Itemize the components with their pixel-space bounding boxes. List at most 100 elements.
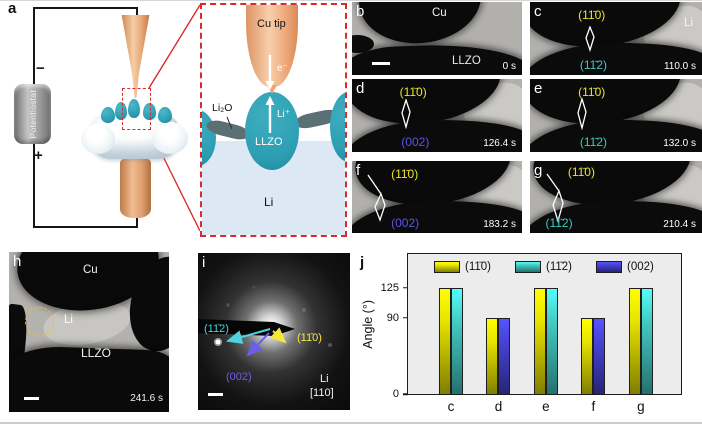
material-label: Li: [320, 373, 329, 385]
plane-110-label: (11̄0): [399, 85, 427, 99]
panel-a-schematic: a Potentiostat − +: [0, 0, 350, 245]
legend-label: (002): [627, 261, 654, 273]
y-axis-label: Angle (°): [361, 299, 375, 349]
inset-schematic: Cu tip e⁻ Li⁺ Li₂O LLZO Li: [200, 3, 347, 237]
panel-label-h: h: [13, 253, 22, 270]
panel-label-a: a: [8, 0, 17, 17]
plane-112-label: (11̄2): [579, 135, 607, 149]
scale-bar: [24, 397, 39, 400]
plane-110-label: (11̄0): [391, 167, 419, 181]
panel-f-tem: f (11̄0) (002) 183.2 s: [352, 161, 522, 233]
bar-group-e: [533, 254, 558, 394]
plane-112-label: (11̄2): [579, 58, 607, 72]
bar-e-(11̄2): [545, 287, 558, 394]
y-tick-mark: [403, 287, 408, 289]
spot-112-label: (11̄2): [204, 323, 229, 335]
zoom-region-box: [122, 88, 151, 130]
y-tick-label: 90: [386, 311, 399, 324]
bar-e-(11̄0): [533, 287, 546, 394]
panel-label-e: e: [534, 80, 543, 97]
panel-label-b: b: [356, 3, 365, 20]
legend-swatch: [434, 261, 460, 273]
chart-plot: (11̄0) (11̄2) (002) c d e f g 0 90 125: [381, 253, 682, 414]
x-tick-label: d: [494, 399, 503, 414]
bar-group-f: [581, 254, 606, 394]
bar-g-(11̄0): [628, 287, 641, 394]
li-label: Li: [64, 314, 73, 326]
legend-label: (11̄2): [546, 261, 572, 273]
bar-group-g: [628, 254, 653, 394]
timestamp: 210.4 s: [663, 219, 696, 230]
angle-marker: [367, 174, 386, 222]
potentiostat-label: Potentiostat: [27, 89, 38, 139]
llzo-particle: [101, 107, 115, 123]
llzo-particle: [143, 103, 156, 120]
llzo-region: [352, 41, 522, 75]
llzo-particle: [115, 102, 127, 120]
scale-bar: [208, 393, 223, 396]
plane-112-label: (11̄2): [545, 216, 573, 230]
bar-group-c: [438, 254, 463, 394]
panel-i-diffraction: i (11̄2) (11̄0) (002) Li [110]: [198, 253, 350, 410]
timestamp: 132.0 s: [663, 138, 696, 149]
llzo-label: LLZO: [81, 346, 112, 360]
legend-swatch: [596, 261, 622, 273]
panel-g-tem: g (11̄0) (11̄2) 210.4 s: [530, 161, 702, 233]
panel-label-f: f: [356, 162, 361, 179]
x-tick-label: c: [447, 399, 455, 414]
spot-110-label: (11̄0): [297, 332, 322, 344]
cu-label: Cu: [83, 264, 98, 276]
plane-110-label: (11̄0): [567, 165, 595, 179]
x-tick-label: g: [637, 399, 645, 414]
plane-002-label: (002): [391, 216, 420, 230]
cu-tip-label: Cu tip: [257, 18, 286, 30]
timestamp: 0 s: [502, 61, 516, 72]
llzo-label: LLZO: [255, 136, 283, 148]
bar-c-(11̄0): [438, 287, 451, 394]
timestamp: 110.0 s: [663, 61, 696, 72]
bar-c-(11̄2): [450, 287, 463, 394]
panel-d-tem: d (11̄0) (002) 126.4 s: [352, 79, 522, 152]
legend-item: (002): [596, 261, 654, 273]
panel-label-c: c: [534, 3, 542, 20]
panel-b-tem: b Cu LLZO 0 s: [352, 2, 522, 75]
y-tick-label: 125: [380, 281, 399, 294]
cu-label: Cu: [432, 7, 447, 19]
dashed-circle-marker: [25, 307, 54, 336]
plane-002-label: (002): [401, 135, 430, 149]
minus-electrode-label: −: [36, 60, 45, 77]
li2o-label: Li₂O: [212, 102, 233, 114]
cu-region: [354, 2, 486, 50]
spot-002-label: (002): [226, 371, 252, 383]
llzo-particle: [158, 107, 172, 123]
chart-legend: (11̄0) (11̄2) (002): [434, 261, 654, 273]
page-edge-bottom: [0, 422, 702, 424]
inset-arrows: [226, 55, 275, 133]
bar-d-(002): [498, 317, 511, 394]
legend-label: (11̄0): [465, 261, 491, 273]
dark-blob: [352, 35, 374, 53]
y-tick-label: 0: [392, 388, 399, 400]
bar-d-(11̄0): [486, 317, 499, 394]
bar-f-(11̄0): [581, 317, 594, 394]
x-tick-label: e: [542, 399, 550, 414]
li-ion-label: Li⁺: [277, 109, 291, 120]
zone-axis-label: [110]: [310, 387, 334, 399]
li-label: Li: [264, 195, 274, 209]
angle-marker: [401, 99, 411, 129]
li-label: Li: [684, 17, 693, 29]
panel-j-chart: j Angle (°) (11̄0) (11̄2) (002) c d e f g 0 90 12…: [355, 248, 702, 420]
plus-electrode-label: +: [34, 147, 43, 164]
timestamp: 183.2 s: [483, 219, 516, 230]
electron-label: e⁻: [277, 63, 288, 74]
y-tick-mark: [403, 316, 408, 319]
legend-item: (11̄0): [434, 261, 491, 273]
panel-h-tem: h Cu Li LLZO 241.6 s: [9, 252, 169, 412]
timestamp: 126.4 s: [483, 138, 516, 149]
panel-label-j: j: [360, 254, 365, 271]
diffraction-overlay: [198, 285, 332, 357]
bar-f-(002): [593, 317, 606, 394]
panel-label-g: g: [534, 162, 543, 179]
bar-g-(11̄2): [640, 287, 653, 394]
